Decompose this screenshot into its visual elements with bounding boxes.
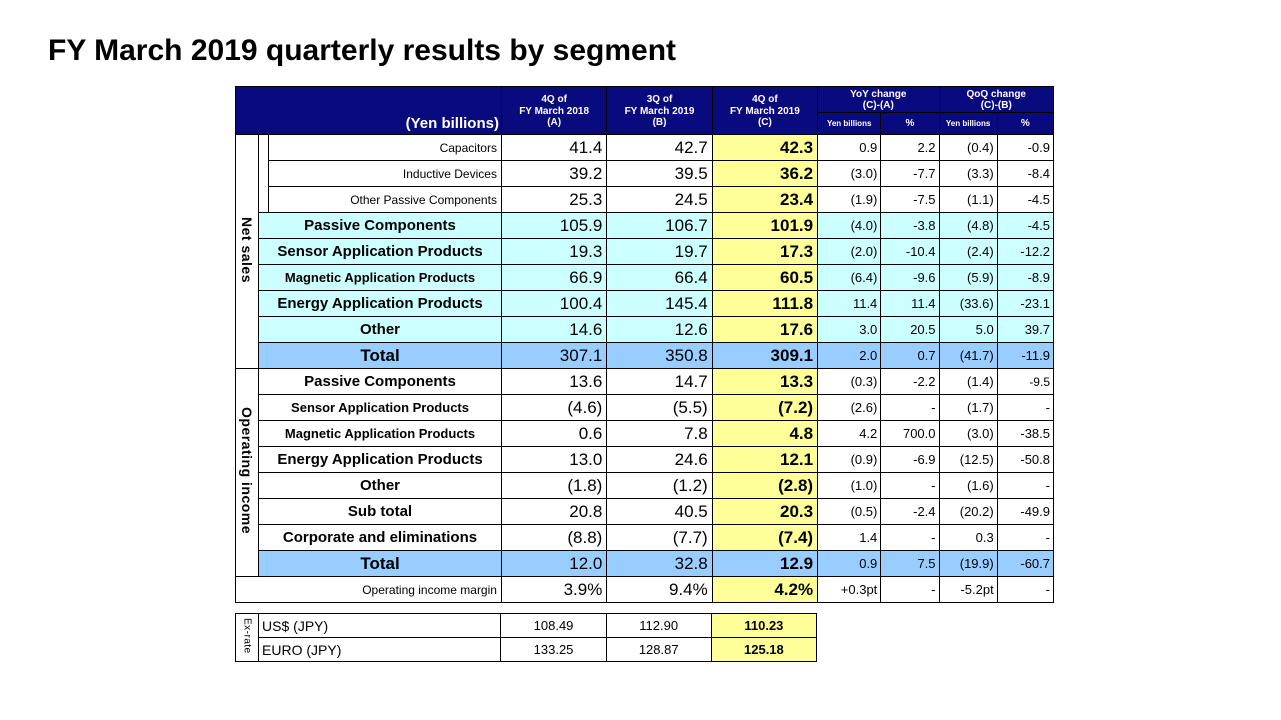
segment-results-table: (Yen billions) 4Q of FY March 2018 (A) 3Q … — [234, 86, 1055, 603]
table-row: Passive Components 105.9 106.7 101.9 (4.… — [236, 212, 1055, 239]
table-row: Other 14.6 12.6 17.6 3.0 20.5 5.0 39.7 — [236, 316, 1055, 343]
table-row: Net sales Capacitors 41.4 42.7 42.3 0.9 … — [234, 134, 1055, 369]
table-row: Magnetic Application Products 0.6 7.8 4.… — [236, 420, 1055, 447]
table-row: Total 12.0 32.8 12.9 0.9 7.5 (19.9) -60.… — [236, 550, 1055, 577]
qoq-pct-header: % — [996, 112, 1055, 135]
table-row: Total 307.1 350.8 309.1 2.0 0.7 (41.7) -… — [236, 342, 1055, 369]
page-title: FY March 2019 quarterly results by segme… — [48, 34, 677, 67]
operating-income-label: Operating income — [234, 368, 260, 577]
yoy-yen-header: Yen billions — [817, 112, 882, 135]
qoq-yen-header: Yen billions — [938, 112, 998, 135]
qoq-header: QoQ change (C)-(B) — [938, 86, 1055, 113]
table-row: Corporate and eliminations (8.8) (7.7) (… — [236, 524, 1055, 551]
table-row: Energy Application Products 100.4 145.4 … — [236, 290, 1055, 317]
table-row: Inductive Devices 39.2 39.5 36.2 (3.0) -… — [236, 160, 1055, 187]
table-row: Sensor Application Products (4.6) (5.5) … — [236, 394, 1055, 421]
table-row: Ex-rate US$ (JPY) 108.49 112.90 110.23 — [234, 613, 818, 662]
margin-row: Operating income margin 3.9% 9.4% 4.2% +… — [235, 576, 1055, 603]
exrate-label: Ex-rate — [234, 613, 260, 662]
table-row: Energy Application Products 13.0 24.6 12… — [236, 446, 1055, 473]
yoy-pct-header: % — [880, 112, 940, 135]
table-row: Other (1.8) (1.2) (2.8) (1.0) - (1.6) - — [236, 472, 1055, 499]
unit-label: (Yen billions) — [235, 86, 502, 135]
yoy-header: YoY change (C)-(A) — [817, 86, 940, 113]
table-row: Operating income Passive Components 13.6… — [234, 368, 1055, 577]
col-header-c: 4Q of FY March 2019 (C) — [711, 86, 819, 135]
table-row: Magnetic Application Products 66.9 66.4 … — [236, 264, 1055, 291]
table-row: Sensor Application Products 19.3 19.7 17… — [236, 238, 1055, 265]
col-header-a: 4Q of FY March 2018 (A) — [500, 86, 608, 135]
table-row: Other Passive Components 25.3 24.5 23.4 … — [236, 186, 1055, 213]
col-header-b: 3Q of FY March 2019 (B) — [606, 86, 713, 135]
table-row: Sub total 20.8 40.5 20.3 (0.5) -2.4 (20.… — [236, 498, 1055, 525]
net-sales-label: Net sales — [234, 134, 260, 369]
table-row: EURO (JPY) 133.25 128.87 125.18 — [236, 637, 818, 662]
exchange-rate-table: Ex-rate US$ (JPY) 108.49 112.90 110.23 E… — [234, 613, 818, 662]
